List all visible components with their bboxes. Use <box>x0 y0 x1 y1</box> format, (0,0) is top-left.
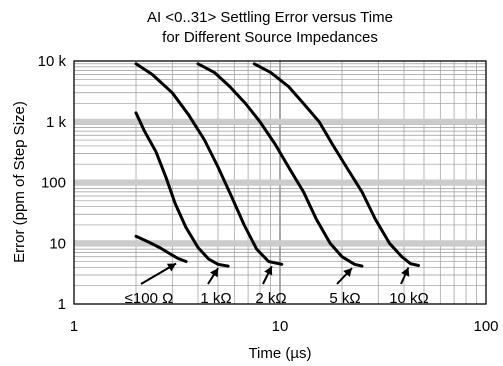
y-tick-label: 10 k <box>38 53 67 70</box>
series-layer <box>134 62 420 268</box>
curve-label-2: 1 kΩ <box>200 290 231 307</box>
curve-arrowhead-4 <box>343 268 352 277</box>
x-tick-label: 1 <box>70 318 78 335</box>
series-line-1 <box>134 234 188 263</box>
curve-arrowhead-5 <box>401 267 410 277</box>
x-tick-labels: 1 10 100 <box>70 318 499 335</box>
series-line-3 <box>134 62 284 266</box>
curve-label-1: ≤100 Ω <box>125 290 174 307</box>
plot-area-frame <box>73 60 487 305</box>
y-tick-label: 10 <box>49 235 66 252</box>
x-tick-label: 100 <box>473 318 498 335</box>
curve-labels: ≤100 Ω 1 kΩ 2 kΩ 5 kΩ 10 kΩ <box>125 290 429 307</box>
curve-label-5: 10 kΩ <box>389 290 429 307</box>
series-line-2 <box>134 111 230 268</box>
curve-label-4: 5 kΩ <box>329 290 360 307</box>
x-axis-label: Time (µs) <box>248 345 311 362</box>
curve-arrowhead-2 <box>210 268 219 278</box>
grid-band-100 <box>74 179 486 186</box>
curve-arrowhead-3 <box>264 266 273 276</box>
x-tick-label: 10 <box>272 318 289 335</box>
y-tick-labels: 1 10 100 1 k 10 k <box>38 53 67 313</box>
chart-title: AI <0..31> Settling Error versus Time <box>147 9 393 26</box>
series-line-4 <box>196 62 364 268</box>
y-tick-label: 1 <box>58 296 66 313</box>
y-axis-label: Error (ppm of Step Size) <box>11 101 28 263</box>
grid-band-10 <box>74 240 486 247</box>
y-tick-label: 100 <box>41 175 66 192</box>
curve-arrowhead-1 <box>166 263 177 272</box>
y-tick-label: 1 k <box>46 114 67 131</box>
chart-subtitle: for Different Source Impedances <box>162 29 378 46</box>
grid-band-1000 <box>74 118 486 125</box>
arrow-layer <box>140 262 410 285</box>
curve-label-3: 2 kΩ <box>255 290 286 307</box>
grid-bands <box>74 118 486 247</box>
series-line-5 <box>252 62 420 267</box>
